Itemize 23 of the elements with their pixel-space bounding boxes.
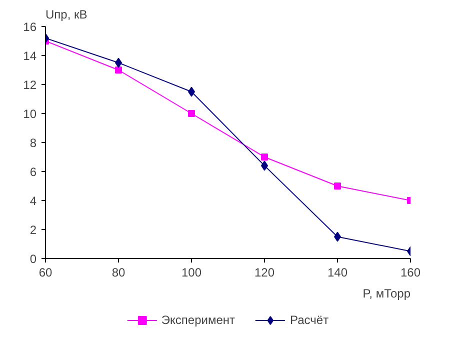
y-tick-label: 16 bbox=[23, 20, 37, 34]
x-tick-label: 80 bbox=[112, 266, 126, 280]
x-tick-label: 160 bbox=[400, 266, 421, 280]
y-tick-label: 2 bbox=[30, 223, 37, 237]
legend-label: Расчёт bbox=[290, 313, 329, 327]
point bbox=[188, 110, 195, 117]
point bbox=[334, 182, 341, 190]
y-tick-label: 14 bbox=[23, 49, 37, 63]
y-tick-label: 8 bbox=[30, 136, 37, 150]
x-tick-label: 120 bbox=[254, 266, 275, 280]
x-tick-label: 60 bbox=[38, 266, 52, 280]
y-tick-label: 6 bbox=[30, 165, 37, 179]
y-tick-label: 4 bbox=[30, 194, 37, 208]
x-tick-label: 100 bbox=[181, 266, 202, 280]
x-axis-title: P, мТорр bbox=[362, 286, 411, 300]
point bbox=[115, 66, 122, 74]
y-tick-label: 0 bbox=[30, 252, 37, 266]
y-axis-title: Uпр, кВ bbox=[46, 8, 88, 22]
y-tick-label: 10 bbox=[23, 107, 37, 121]
x-tick-label: 140 bbox=[327, 266, 348, 280]
legend-label: Эксперимент bbox=[161, 313, 236, 327]
y-tick-label: 12 bbox=[23, 78, 37, 92]
point bbox=[261, 154, 268, 160]
